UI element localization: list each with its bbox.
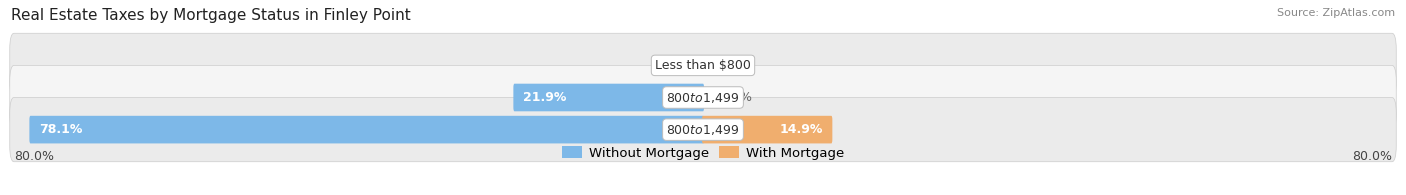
Text: 78.1%: 78.1%	[39, 123, 83, 136]
Text: 80.0%: 80.0%	[1353, 151, 1392, 163]
Text: 14.9%: 14.9%	[779, 123, 823, 136]
Text: $800 to $1,499: $800 to $1,499	[666, 123, 740, 137]
Text: $800 to $1,499: $800 to $1,499	[666, 90, 740, 105]
Text: Source: ZipAtlas.com: Source: ZipAtlas.com	[1277, 8, 1395, 18]
Text: 0.0%: 0.0%	[720, 91, 752, 104]
Legend: Without Mortgage, With Mortgage: Without Mortgage, With Mortgage	[557, 141, 849, 165]
Text: 80.0%: 80.0%	[14, 151, 53, 163]
Text: Less than $800: Less than $800	[655, 59, 751, 72]
Text: Real Estate Taxes by Mortgage Status in Finley Point: Real Estate Taxes by Mortgage Status in …	[11, 8, 411, 23]
FancyBboxPatch shape	[702, 116, 832, 144]
Text: 0.0%: 0.0%	[654, 59, 686, 72]
FancyBboxPatch shape	[10, 65, 1396, 130]
Text: 0.0%: 0.0%	[720, 59, 752, 72]
Text: 21.9%: 21.9%	[523, 91, 567, 104]
FancyBboxPatch shape	[10, 33, 1396, 98]
FancyBboxPatch shape	[10, 98, 1396, 162]
FancyBboxPatch shape	[30, 116, 704, 144]
FancyBboxPatch shape	[513, 84, 704, 111]
